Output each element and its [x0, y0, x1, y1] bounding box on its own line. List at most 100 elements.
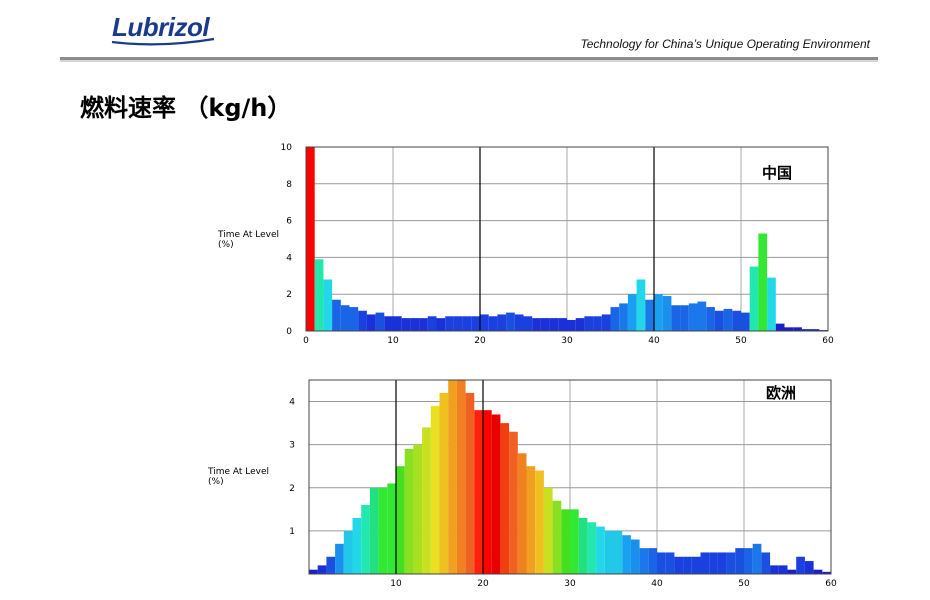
histogram-bar: [630, 539, 640, 574]
histogram-bar: [778, 565, 788, 574]
histogram-bar: [784, 327, 794, 331]
histogram-bar: [726, 552, 736, 574]
histogram-bar: [448, 380, 457, 574]
histogram-bar: [610, 307, 620, 331]
histogram-bar: [506, 312, 515, 331]
histogram-bar: [517, 453, 527, 574]
histogram-bar: [596, 526, 605, 574]
histogram-bar: [645, 299, 654, 331]
chart-region-label: 欧洲: [766, 384, 796, 402]
histogram-bar: [549, 318, 559, 331]
x-tick-label: 50: [738, 579, 750, 589]
histogram-bar: [369, 487, 379, 574]
y-axis-label: Time At Level: [207, 467, 269, 477]
histogram-bar: [465, 392, 475, 574]
y-tick-label: 2: [286, 290, 292, 300]
histogram-bar: [767, 277, 776, 331]
header-rule-shadow: [60, 60, 878, 62]
histogram-bar: [419, 318, 428, 331]
y-axis-label: (%): [218, 240, 234, 250]
histogram-bar: [627, 294, 637, 331]
histogram-bar: [523, 316, 533, 331]
histogram-bar: [587, 522, 597, 574]
histogram-bar: [744, 548, 753, 574]
histogram-bar: [697, 301, 707, 331]
x-tick-label: 0: [303, 336, 309, 346]
histogram-bar: [378, 487, 388, 574]
histogram-bar: [387, 483, 396, 574]
histogram-bar: [601, 314, 611, 331]
histogram-bar: [654, 294, 663, 331]
histogram-bar: [662, 296, 672, 331]
lubrizol-logo: Lubrizol: [112, 12, 210, 42]
y-tick-label: 10: [281, 143, 293, 153]
header-tagline: Technology for China’s Unique Operating …: [580, 37, 870, 51]
histogram-bar: [352, 517, 362, 574]
histogram-bar: [462, 316, 472, 331]
histogram-bar: [622, 535, 631, 574]
histogram-bar: [340, 305, 350, 331]
histogram-bar: [752, 543, 762, 574]
histogram-bar: [801, 329, 811, 331]
histogram-bar: [570, 509, 579, 574]
histogram-bar: [636, 279, 646, 331]
y-tick-label: 4: [289, 398, 295, 408]
histogram-bar: [445, 316, 454, 331]
histogram-bar: [680, 305, 689, 331]
histogram-bar: [393, 316, 402, 331]
histogram-bar: [497, 314, 507, 331]
histogram-bar: [427, 316, 437, 331]
histogram-bar: [567, 319, 576, 331]
histogram-bar: [758, 233, 768, 331]
plot-frame: [305, 146, 829, 332]
histogram-bar: [604, 530, 614, 574]
histogram-bar: [558, 318, 567, 331]
histogram-bar: [648, 548, 657, 574]
histogram-bar: [483, 410, 492, 574]
histogram-bar: [526, 466, 536, 574]
histogram-bar: [474, 410, 483, 574]
histogram-bar: [793, 327, 802, 331]
histogram-bar: [723, 308, 733, 331]
x-tick-label: 60: [822, 336, 834, 346]
plot-frame: [308, 379, 832, 575]
x-tick-label: 20: [477, 579, 489, 589]
histogram-bar: [804, 561, 814, 574]
histogram-bar: [436, 318, 446, 331]
histogram-bar: [514, 314, 524, 331]
histogram-bar: [422, 427, 431, 574]
x-tick-label: 40: [651, 579, 663, 589]
histogram-bar: [361, 505, 370, 574]
histogram-bar: [335, 543, 344, 574]
y-tick-label: 2: [289, 484, 295, 494]
histogram-bar: [413, 444, 423, 574]
histogram-bar: [796, 556, 805, 574]
histogram-bar: [500, 423, 510, 574]
x-tick-label: 40: [648, 336, 660, 346]
histogram-bar: [532, 318, 541, 331]
histogram-bar: [735, 548, 744, 574]
y-tick-label: 0: [286, 327, 292, 337]
histogram-bar: [671, 305, 681, 331]
x-tick-label: 20: [474, 336, 486, 346]
histogram-bar: [584, 316, 594, 331]
histogram-bar: [488, 316, 498, 331]
histogram-bar: [384, 316, 393, 331]
x-tick-label: 50: [735, 336, 747, 346]
histogram-bar: [775, 323, 785, 331]
histogram-bar: [404, 448, 414, 574]
y-axis-label: Time At Level: [217, 230, 279, 240]
y-axis-label: (%): [208, 477, 224, 487]
histogram-bar: [543, 487, 553, 574]
histogram-bar: [401, 318, 411, 331]
histogram-bar: [619, 303, 628, 331]
histogram-bar: [456, 380, 466, 574]
histogram-bar: [683, 556, 692, 574]
histogram-bar: [375, 312, 385, 331]
histogram-bar: [366, 314, 376, 331]
y-tick-label: 6: [286, 217, 292, 227]
histogram-bar: [552, 500, 562, 574]
histogram-bar: [561, 509, 570, 574]
